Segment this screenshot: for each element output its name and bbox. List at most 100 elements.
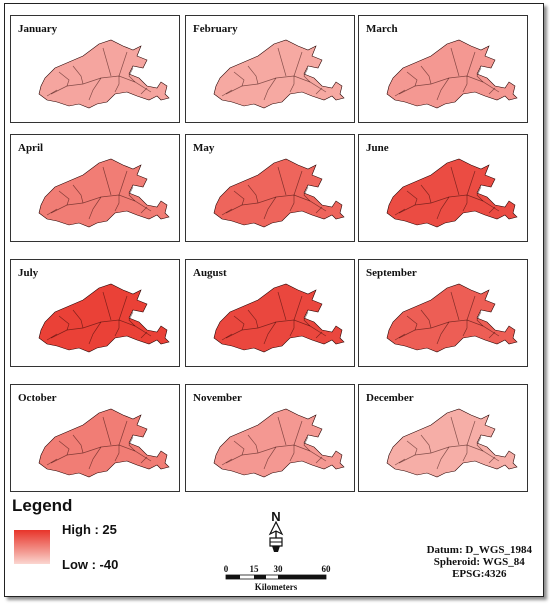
basin-map xyxy=(386,39,518,109)
drainage-line xyxy=(72,65,84,85)
drainage-line xyxy=(140,206,148,214)
drainage-line xyxy=(293,420,303,446)
basin-shape xyxy=(386,39,518,109)
drainage-line xyxy=(315,206,323,214)
drainage-line xyxy=(289,445,295,462)
drainage-line xyxy=(420,184,432,204)
month-label: October xyxy=(18,392,57,404)
drainage-line xyxy=(303,436,311,452)
drainage-line xyxy=(233,190,245,206)
drainage-line xyxy=(315,331,323,339)
drainage-line xyxy=(462,320,468,337)
drainage-line xyxy=(102,47,112,77)
datum-block: Datum: D_WGS_1984 Spheroid: WGS_84 EPSG:… xyxy=(427,544,532,580)
drainage-line xyxy=(88,196,102,220)
legend-low-label: Low : -40 xyxy=(62,557,119,572)
basin-shape xyxy=(213,158,345,228)
basin-shape xyxy=(213,283,345,353)
month-label: February xyxy=(193,23,238,35)
drainage-line xyxy=(406,71,418,87)
basin-map xyxy=(38,158,170,228)
drainage-line xyxy=(315,456,323,464)
drainage-line xyxy=(58,71,70,87)
map-panel-january: January xyxy=(10,15,180,123)
drainage-line xyxy=(466,51,476,77)
drainage-line xyxy=(277,166,287,196)
drainage-line xyxy=(488,331,496,339)
drainage-line xyxy=(450,166,460,196)
month-label: November xyxy=(193,392,242,404)
drainage-line xyxy=(462,445,468,462)
drainage-line xyxy=(233,71,245,87)
drainage-line xyxy=(140,331,148,339)
drainage-line xyxy=(466,170,476,196)
scale-tick-60: 60 xyxy=(322,564,332,574)
drainage-line xyxy=(88,77,102,101)
drainage-line xyxy=(46,458,58,466)
drainage-line xyxy=(72,434,84,454)
drainage-line xyxy=(118,170,128,196)
drainage-line xyxy=(476,436,484,452)
basin-shape xyxy=(213,39,345,109)
drainage-line xyxy=(263,196,277,220)
drainage-line xyxy=(140,456,148,464)
drainage-line xyxy=(462,195,468,212)
drainage-line xyxy=(462,76,468,93)
drainage-line xyxy=(476,186,484,202)
drainage-line xyxy=(221,208,233,216)
map-panel-june: June xyxy=(358,134,528,242)
map-panel-november: November xyxy=(185,384,355,492)
drainage-line xyxy=(450,47,460,77)
drainage-line xyxy=(293,295,303,321)
basin-map xyxy=(213,283,345,353)
epsg-line: EPSG:4326 xyxy=(452,568,507,580)
drainage-line xyxy=(420,309,432,329)
drainage-line xyxy=(46,89,58,97)
drainage-line xyxy=(221,89,233,97)
map-panel-july: July xyxy=(10,259,180,367)
scale-tick-15: 15 xyxy=(250,564,260,574)
map-panel-september: September xyxy=(358,259,528,367)
drainage-line xyxy=(289,195,295,212)
drainage-line xyxy=(466,295,476,321)
drainage-line xyxy=(128,311,136,327)
spheroid-line: Spheroid: WGS_84 xyxy=(433,556,525,568)
drainage-line xyxy=(221,458,233,466)
basin-map xyxy=(213,158,345,228)
drainage-line xyxy=(406,190,418,206)
drainage-line xyxy=(436,77,450,101)
drainage-line xyxy=(394,208,406,216)
legend-title: Legend xyxy=(12,496,73,515)
drainage-line xyxy=(247,184,259,204)
month-label: August xyxy=(193,267,227,279)
basin-shape xyxy=(386,408,518,478)
basin-map xyxy=(213,408,345,478)
drainage-line xyxy=(450,416,460,446)
drainage-line xyxy=(436,446,450,470)
drainage-line xyxy=(140,87,148,95)
drainage-line xyxy=(476,311,484,327)
drainage-line xyxy=(303,311,311,327)
drainage-line xyxy=(46,208,58,216)
legend-color-ramp xyxy=(14,530,50,564)
drainage-line xyxy=(315,87,323,95)
drainage-line xyxy=(303,67,311,83)
drainage-line xyxy=(72,184,84,204)
drainage-line xyxy=(436,196,450,220)
basin-shape xyxy=(38,158,170,228)
drainage-line xyxy=(293,170,303,196)
drainage-line xyxy=(58,440,70,456)
drainage-line xyxy=(221,333,233,341)
drainage-line xyxy=(118,420,128,446)
drainage-line xyxy=(102,416,112,446)
month-label: March xyxy=(366,23,398,35)
north-arrow-label: N xyxy=(271,509,280,524)
map-panel-february: February xyxy=(185,15,355,123)
basin-map xyxy=(386,408,518,478)
drainage-line xyxy=(488,206,496,214)
drainage-line xyxy=(263,321,277,345)
drainage-line xyxy=(394,89,406,97)
drainage-line xyxy=(277,47,287,77)
drainage-line xyxy=(118,295,128,321)
datum-line: Datum: D_WGS_1984 xyxy=(426,544,532,556)
